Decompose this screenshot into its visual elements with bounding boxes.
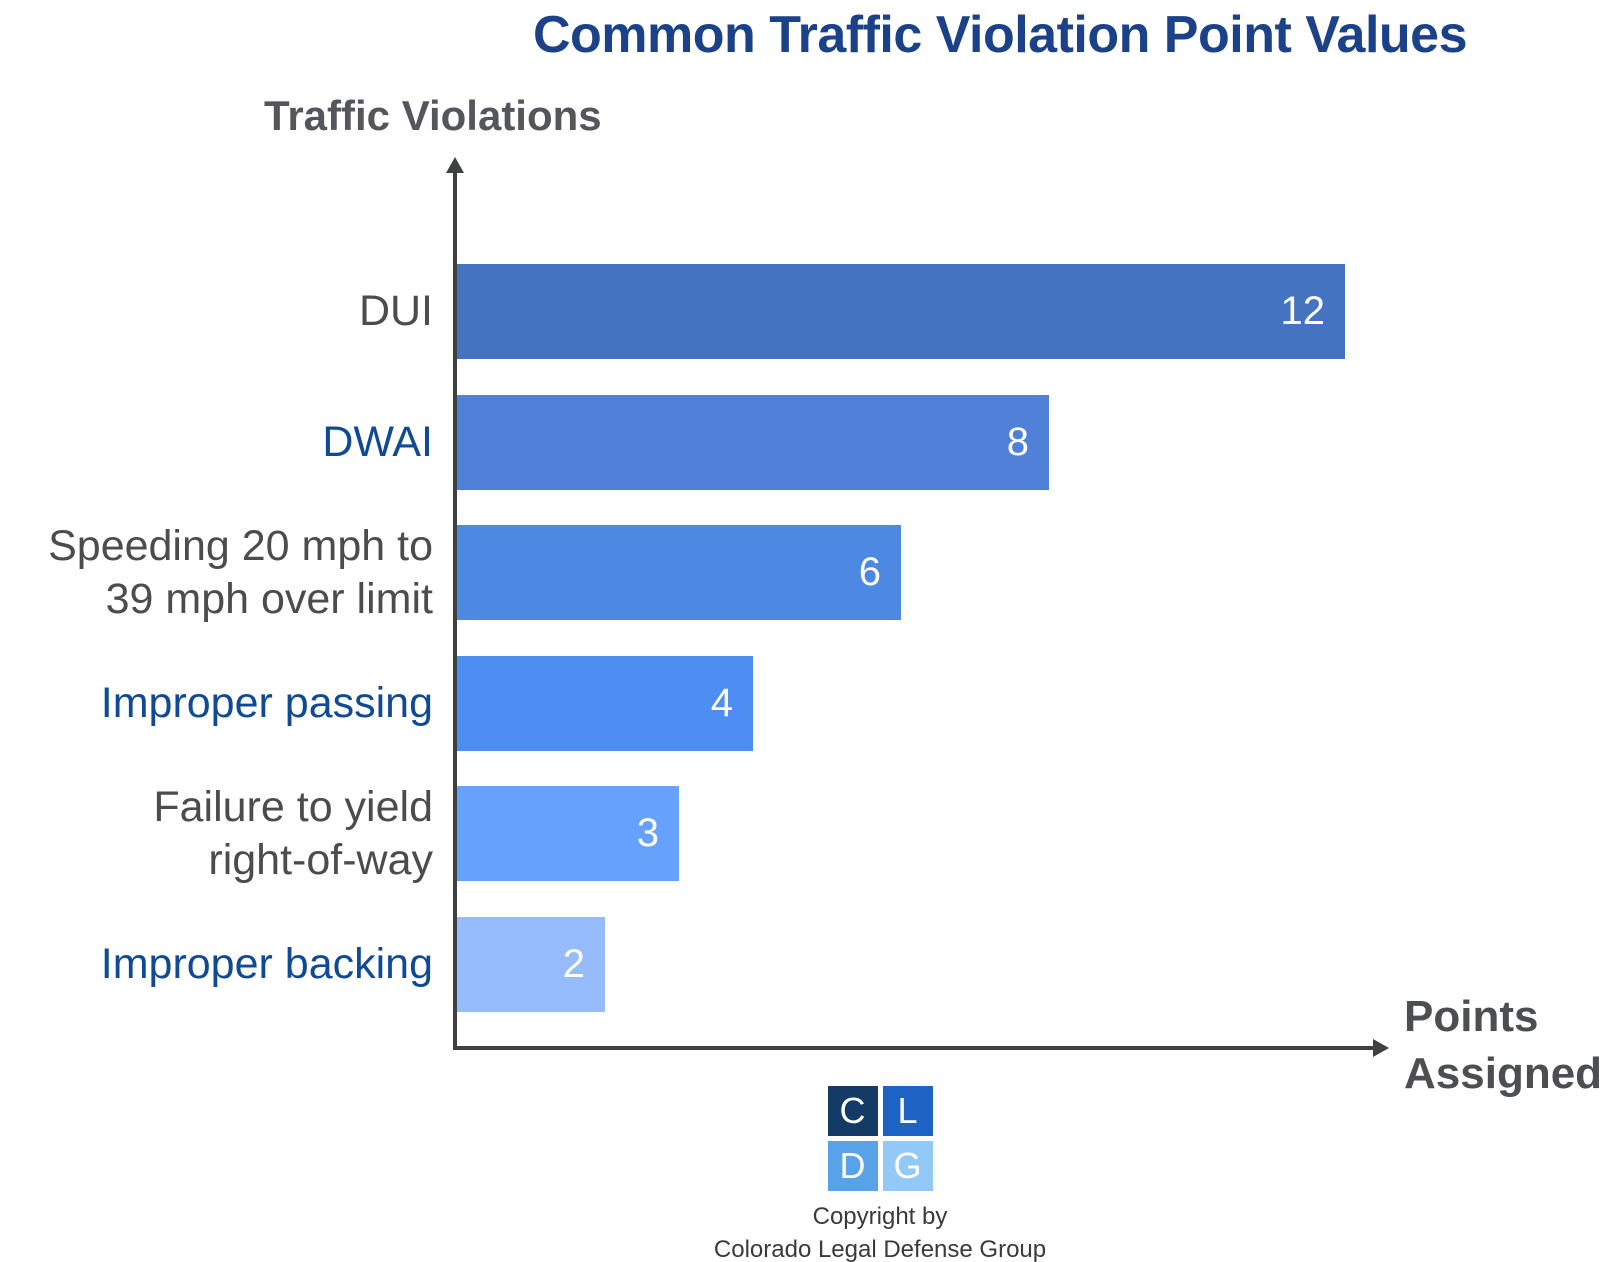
bar-row: Improper backing 2 <box>0 917 605 1012</box>
x-axis-line <box>453 1046 1375 1050</box>
y-axis-arrow-icon <box>446 157 464 173</box>
category-label: Failure to yield right-of-way <box>153 783 433 884</box>
logo-tile-c: C <box>827 1086 878 1136</box>
bar: 6 <box>457 525 901 620</box>
bar-value-label: 12 <box>1280 289 1326 333</box>
logo-tile-l: L <box>882 1086 933 1136</box>
bar: 12 <box>457 264 1345 359</box>
bar-row: DWAI 8 <box>0 395 1049 490</box>
bar-row: DUI 12 <box>0 264 1345 359</box>
bar-value-label: 8 <box>1006 420 1029 464</box>
category-label: Improper backing <box>100 940 433 989</box>
category-label: DUI <box>358 287 433 336</box>
logo-tile-d: D <box>827 1141 878 1191</box>
logo-tile-g: G <box>882 1141 933 1191</box>
bar-value-label: 6 <box>858 550 881 594</box>
copyright-line-2: Colorado Legal Defense Group <box>713 1236 1047 1262</box>
bar: 8 <box>457 395 1049 490</box>
copyright-line-1: Copyright by <box>812 1203 948 1230</box>
bar: 3 <box>457 786 679 881</box>
bar-value-label: 2 <box>562 942 585 986</box>
bar-value-label: 3 <box>636 811 659 855</box>
x-axis-title: Points Assigned <box>1404 992 1603 1099</box>
bar-row: Failure to yield right-of-way 3 <box>0 783 679 884</box>
bar: 2 <box>457 917 605 1012</box>
bar: 4 <box>457 656 753 751</box>
category-label: Improper passing <box>100 679 433 728</box>
y-axis-line <box>453 172 457 1050</box>
category-label: Speeding 20 mph to 39 mph over limit <box>48 522 433 623</box>
bar-value-label: 4 <box>710 681 733 725</box>
bar-row: Speeding 20 mph to 39 mph over limit 6 <box>0 522 901 623</box>
category-label: DWAI <box>322 418 433 467</box>
x-axis-arrow-icon <box>1373 1039 1389 1057</box>
bar-row: Improper passing 4 <box>0 656 753 751</box>
y-axis-title: Traffic Violations <box>264 92 602 139</box>
chart-title: Common Traffic Violation Point Values <box>532 6 1468 64</box>
